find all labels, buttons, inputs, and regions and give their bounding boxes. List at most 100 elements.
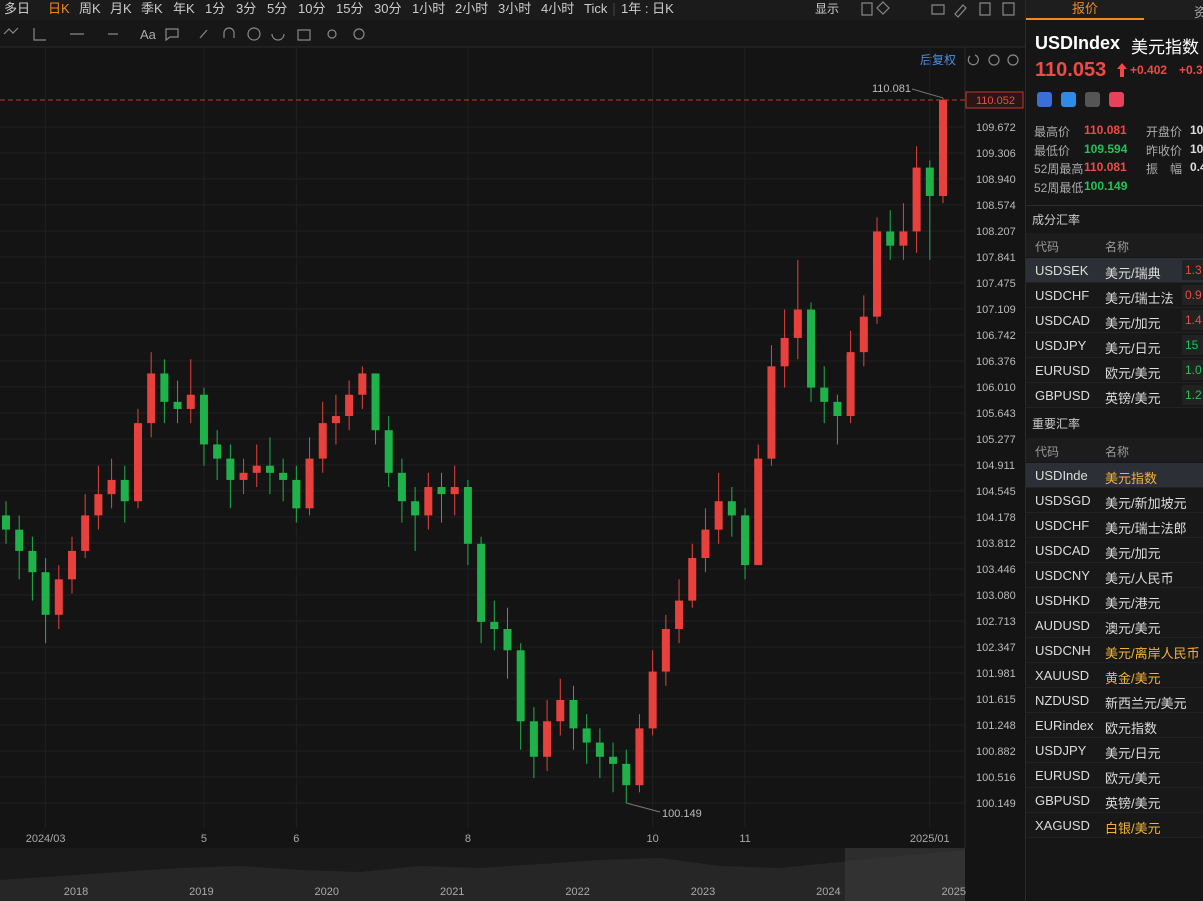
y-tick-label: 104.545 [976,486,1016,498]
name: 美元/日元 [1105,746,1161,761]
y-tick-label: 105.643 [976,408,1016,420]
period-button[interactable]: 1分 [205,1,225,16]
code: USDSEK [1035,263,1089,278]
name: 美元/人民币 [1105,571,1174,586]
range-select[interactable]: 1年 : 日K [621,1,674,16]
icon[interactable] [1007,54,1019,66]
period-button[interactable]: 15分 [336,1,363,16]
stat-value: 0.4 [1190,160,1203,174]
x-tick-label: 2025/01 [910,833,950,845]
y-tick-label: 101.248 [976,720,1016,732]
icon[interactable] [1037,92,1052,107]
period-button[interactable]: 年K [173,1,195,16]
col-header: 代码 [1035,445,1060,459]
table-row[interactable] [1026,513,1203,538]
high-annotation: 110.081 [872,83,911,95]
period-button[interactable]: 月K [110,1,132,16]
table-row[interactable] [1026,358,1203,383]
table-row[interactable] [1026,308,1203,333]
period-button[interactable]: 3分 [236,1,256,16]
code: EURUSD [1035,363,1090,378]
table-header [1026,438,1203,462]
candle-body [437,487,446,495]
table-row[interactable] [1026,488,1203,513]
period-button[interactable]: 5分 [267,1,287,16]
candle-body [939,99,947,196]
y-tick-label: 103.446 [976,564,1016,576]
y-tick-label: 109.672 [976,122,1016,134]
x-tick-label: 8 [465,833,471,845]
table-row[interactable] [1026,613,1203,638]
candle-body [556,699,565,722]
table-row[interactable] [1026,383,1203,408]
table-row[interactable] [1026,713,1203,738]
table-row[interactable] [1026,463,1203,488]
code: USDCNY [1035,568,1090,583]
period-button[interactable]: 3小时 [498,1,531,16]
navigator-window[interactable] [845,848,965,901]
candle-body [94,494,103,516]
icon[interactable] [1109,92,1124,107]
candle-body [846,352,855,417]
stat-value: 10 [1190,141,1203,156]
period-button[interactable]: 周K [79,1,101,16]
candle-body [793,309,802,338]
table-row[interactable] [1026,663,1203,688]
y-tick-label: 100.149 [976,798,1016,810]
display-select[interactable]: 显示 [815,2,839,16]
chart-icons [3,1,1019,66]
name: 美元指数 [1105,471,1158,486]
period-button[interactable]: 1小时 [412,1,445,16]
candle-body [358,373,367,395]
icon[interactable] [967,54,979,66]
table-row[interactable] [1026,788,1203,813]
table-row[interactable] [1026,563,1203,588]
table-row[interactable] [1026,538,1203,563]
adjust-button[interactable]: 后复权 [920,53,956,67]
y-tick-label: 100.516 [976,772,1016,784]
period-button[interactable]: 季K [141,1,163,16]
candle-body [595,742,604,757]
table-row[interactable] [1026,738,1203,763]
table-row[interactable] [1026,258,1203,283]
last-price-box [965,91,1024,109]
bg [0,0,1025,901]
tab[interactable]: 报价 [1026,0,1144,20]
drawing-tools[interactable] [3,27,365,42]
period-button[interactable]: 2小时 [455,1,488,16]
icon[interactable] [1061,92,1076,107]
table-row[interactable] [1026,688,1203,713]
period-button[interactable]: 日K [48,1,70,16]
table-row[interactable] [1026,763,1203,788]
toolbar-icons[interactable] [861,1,1015,18]
candle-body [675,600,684,629]
period-button[interactable]: 30分 [374,1,401,16]
tab[interactable]: 资 [1194,2,1203,21]
y-tick-label: 102.713 [976,616,1016,628]
name: 美元指数 [1131,38,1199,57]
navigator-year: 2025 [942,886,966,898]
candle-body [516,650,525,722]
table-row[interactable] [1026,588,1203,613]
x-tick-label: 10 [647,833,659,845]
navigator-area [0,850,965,901]
candle-body [727,501,736,516]
table-row[interactable] [1026,283,1203,308]
icon[interactable] [988,54,1000,66]
period-button[interactable]: 10分 [298,1,325,16]
leader [626,802,661,813]
icon[interactable] [1085,92,1100,107]
y-tick-label: 101.981 [976,668,1016,680]
period-button[interactable]: 4小时 [541,1,574,16]
code: XAGUSD [1035,818,1090,833]
period-button[interactable]: 多日 [4,1,30,16]
table-row[interactable] [1026,813,1203,838]
table-row[interactable] [1026,333,1203,358]
y-tick-label: 106.742 [976,330,1016,342]
table-row[interactable] [1026,638,1203,663]
period-button[interactable]: Tick [584,1,608,16]
value: 1.4 [1182,310,1203,330]
text-tool[interactable]: Aa [140,27,157,42]
y-tick-label: 102.347 [976,642,1016,654]
code: USDCNH [1035,643,1091,658]
